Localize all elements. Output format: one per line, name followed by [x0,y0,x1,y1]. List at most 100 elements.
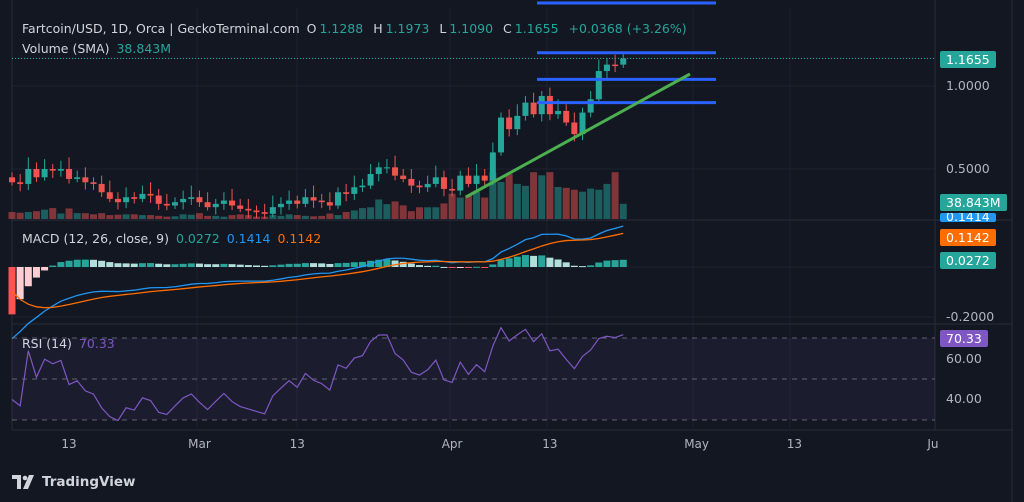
candle-body [367,173,374,186]
macd-histogram-bar [98,260,106,267]
candle-body [286,200,293,204]
macd-histogram-bar [350,262,358,267]
rsi-value: 70.33 [78,336,115,351]
candle-body [555,110,562,115]
price-axis-label: 1.0000 [946,78,990,93]
volume-bar [464,195,472,219]
volume-legend: Volume (SMA) 38.843M [22,41,174,56]
volume-bar [432,207,440,219]
macd-histogram-bar [65,260,73,267]
volume-bar [350,210,358,219]
volume-tag: 38.843M [940,194,1007,211]
volume-bar [587,188,595,219]
macd-histogram-bar [554,259,562,267]
macd-axis-label: -0.2000 [946,309,995,324]
volume-bar [310,216,318,219]
macd-histogram-bar [293,263,301,267]
volume-bar [497,181,505,219]
macd-histogram-bar [57,262,65,267]
volume-bar [424,207,432,219]
signal-line [11,232,624,309]
candle-body [620,58,627,65]
volume-bar [204,215,212,219]
macd-histogram-bar [269,265,277,267]
volume-bar [440,203,448,219]
macd-histogram-bar [204,264,212,267]
tradingview-icon [12,475,34,489]
candle-body [587,99,594,113]
volume-bar [212,215,220,219]
macd-tag: 0.1414 [940,213,996,222]
volume-bar [187,214,195,219]
macd-histogram-bar [579,266,586,268]
macd-histogram-bar [8,267,16,315]
open-value: 1.1288 [319,21,364,36]
candle-body [538,95,545,115]
macd-histogram-bar [619,259,627,267]
volume-bar [220,216,228,219]
candle-body [66,169,73,179]
candle-body [74,177,81,179]
macd-histogram-bar [122,263,130,267]
macd-histogram-bar [212,264,220,267]
candle-body [489,152,496,181]
macd-histogram-bar [530,255,538,267]
close-label: C [503,21,512,36]
low-label: L [439,21,447,36]
candle-body [416,185,423,188]
tradingview-logo[interactable]: TradingView [12,474,136,490]
candle-body [269,207,276,214]
macd-histogram-bar [334,263,342,267]
candle-body [57,169,64,171]
macd-histogram-bar [456,267,464,268]
candle-body [106,192,113,199]
close-value: 1.1655 [514,21,559,36]
macd-histogram-bar [505,258,513,267]
volume-bar [481,197,489,219]
volume-bar [326,213,334,219]
candle-body [465,175,472,184]
candle-body [98,183,105,193]
volume-bar [90,214,97,219]
candle-body [220,200,227,204]
rsi-line [11,326,624,422]
candle-body [90,182,97,184]
rsi-label: RSI (14) [22,336,72,351]
macd-histogram-bar [383,259,391,267]
candle-body [123,197,130,203]
volume-bar [619,203,627,219]
candle-body [294,200,301,204]
macd-line [11,225,624,340]
volume-bar [8,211,16,219]
candle-body [335,192,341,206]
macd-histogram-bar [187,263,195,267]
rsi-legend: RSI (14) 70.33 [22,336,118,351]
symbol-legend: Fartcoin/USD, 1D, Orca | GeckoTerminal.c… [22,21,690,36]
macd-histogram-bar [473,266,481,268]
candle-body [571,122,578,135]
volume-bar [32,211,40,219]
volume-bar [554,187,562,219]
macd-histogram-bar [310,263,318,267]
macd-histogram-bar [244,265,252,267]
volume-bar [147,215,155,219]
candle-body [82,177,89,183]
candle-body [498,117,504,153]
candle-body [457,175,464,191]
macd-histogram-bar [171,264,179,267]
candle-body [114,198,121,203]
macd-histogram-bar [81,259,89,267]
candle-body [514,115,521,130]
volume-bar [285,214,293,219]
macd-signal-value: 0.1142 [277,231,322,246]
high-value: 1.1973 [385,21,430,36]
volume-bar [318,215,326,219]
price-axis-label: 0.5000 [946,161,990,176]
hist-tag: 0.0272 [940,252,996,269]
macd-histogram-bar [114,263,122,267]
candle-body [41,169,48,178]
volume-bar [391,201,399,219]
volume-bar [579,191,586,219]
volume-bar [334,215,342,219]
